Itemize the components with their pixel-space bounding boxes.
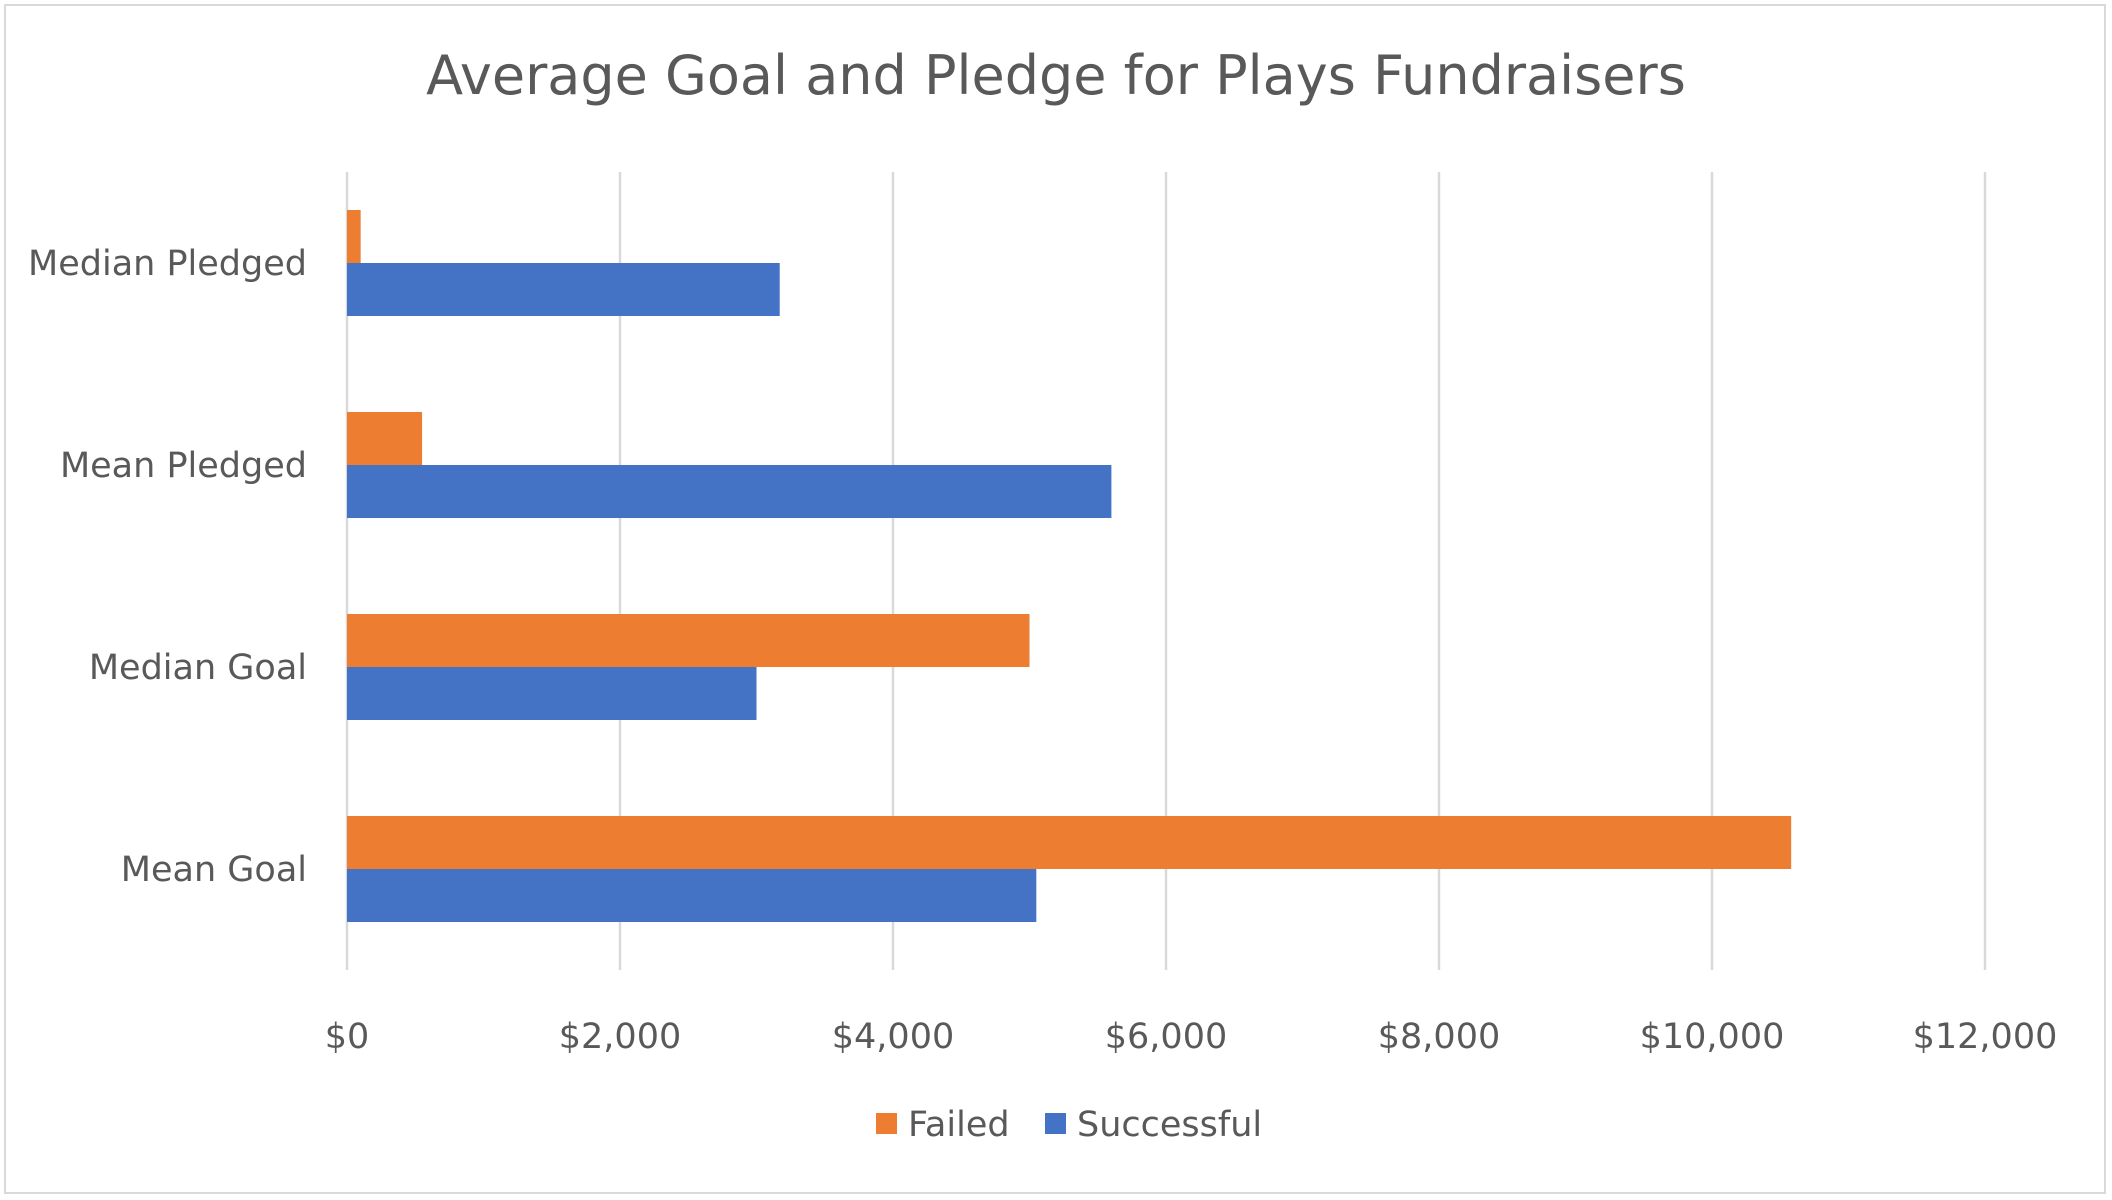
bars [347,210,1792,922]
x-tick-label: $12,000 [1913,1017,2058,1057]
bar-failed-median-goal [347,614,1030,667]
x-tick-label: $8,000 [1378,1017,1500,1057]
bar-successful-median-pledged [347,263,780,316]
chart-frame [4,4,2106,1194]
category-label: Median Pledged [28,244,307,284]
value-axis-labels: $0 $2,000 $4,000 $6,000 $8,000 $10,000 $12,000 [325,1017,2058,1057]
category-label: Mean Pledged [60,446,307,486]
bar-successful-median-goal [347,667,757,720]
bar-failed-mean-goal [347,816,1792,869]
legend-label-successful: Successful [1077,1105,1262,1145]
bar-failed-median-pledged [347,210,361,263]
x-tick-label: $4,000 [832,1017,954,1057]
x-tick-label: $0 [325,1017,370,1057]
legend-swatch-successful [1045,1113,1066,1134]
chart-title: Average Goal and Pledge for Plays Fundra… [426,44,1686,107]
x-tick-label: $6,000 [1105,1017,1227,1057]
x-tick-label: $10,000 [1640,1017,1785,1057]
category-label: Median Goal [89,648,307,688]
bar-successful-mean-goal [347,869,1037,922]
category-label: Mean Goal [121,850,307,890]
category-axis-labels: Mean Goal Median Goal Mean Pledged Median P… [28,244,307,890]
legend-swatch-failed [876,1113,897,1134]
x-tick-label: $2,000 [559,1017,681,1057]
bar-successful-mean-pledged [347,465,1112,518]
legend-label-failed: Failed [908,1105,1010,1145]
legend: Failed Successful [876,1105,1262,1145]
bar-failed-mean-pledged [347,412,423,465]
